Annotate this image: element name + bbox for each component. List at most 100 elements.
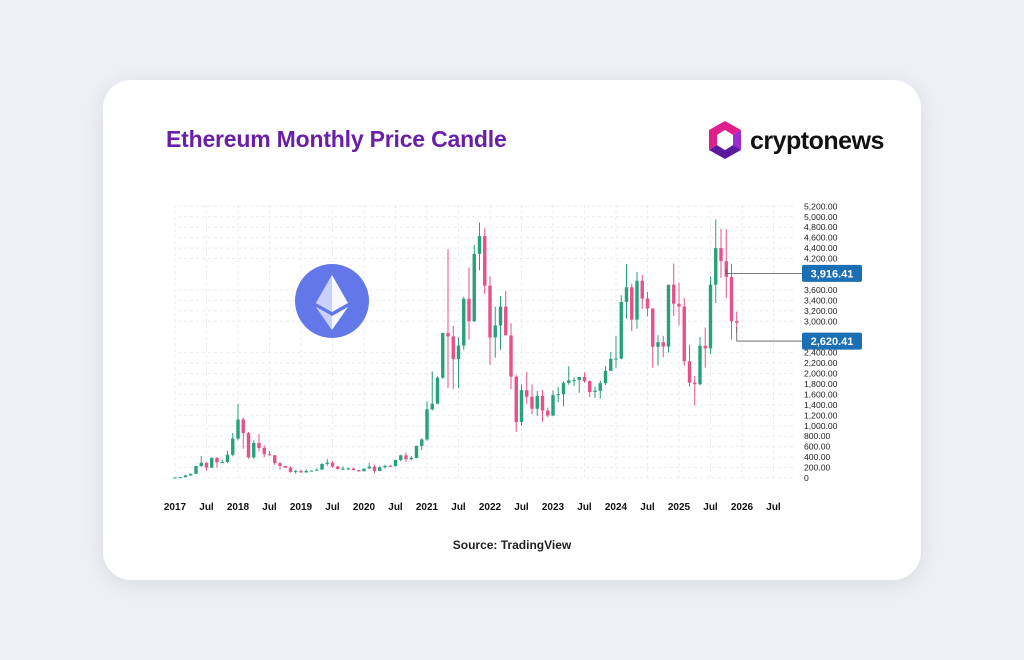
- candle: [404, 452, 408, 462]
- candle-body: [614, 358, 618, 360]
- x-tick-label: Jul: [766, 502, 781, 513]
- x-tick-label: 2021: [416, 502, 439, 513]
- candle: [672, 263, 676, 317]
- x-tick-label: Jul: [325, 502, 340, 513]
- candle: [693, 376, 697, 406]
- candle: [446, 249, 450, 389]
- candle-body: [693, 382, 697, 385]
- candle-body: [309, 470, 314, 472]
- candle: [273, 455, 277, 465]
- candle-body: [189, 473, 193, 476]
- candle-body: [672, 284, 676, 304]
- candle-body: [393, 459, 398, 467]
- candle: [399, 454, 403, 462]
- candle: [598, 380, 602, 399]
- x-tick-label: Jul: [703, 502, 718, 513]
- y-tick-label: 5,000.00: [804, 212, 838, 222]
- candle-body: [714, 248, 718, 285]
- x-tick-label: Jul: [514, 502, 529, 513]
- candle: [624, 264, 629, 319]
- candle: [661, 335, 665, 358]
- x-tick-label: Jul: [451, 502, 466, 513]
- candle-body: [467, 298, 471, 322]
- candle-body: [294, 471, 298, 473]
- candle: [640, 275, 644, 309]
- chart-title: Ethereum Monthly Price Candle: [166, 126, 507, 152]
- candle-body: [535, 395, 539, 409]
- candle: [540, 390, 545, 422]
- candle: [714, 219, 718, 303]
- candle-body: [252, 442, 256, 458]
- candle: [619, 295, 623, 360]
- candle-body: [446, 333, 450, 337]
- candle: [414, 445, 419, 459]
- candle-body: [173, 477, 177, 479]
- candle-body: [561, 382, 566, 395]
- price-label: 3,916.41: [725, 264, 862, 282]
- y-tick-label: 4,600.00: [804, 233, 838, 243]
- chart-card: Ethereum Monthly Price Candle cryptonews…: [103, 80, 921, 580]
- x-tick-label: 2018: [227, 502, 250, 513]
- candle: [252, 440, 256, 459]
- y-tick-label: 1,600.00: [804, 389, 838, 399]
- candle: [199, 456, 203, 468]
- candle-body: [719, 248, 723, 262]
- candle: [630, 283, 634, 332]
- candle: [362, 468, 366, 472]
- candle: [420, 438, 424, 451]
- candle-body: [729, 276, 734, 322]
- candlestick-chart: 5,200.005,000.004,800.004,600.004,400.00…: [164, 201, 862, 513]
- candle-body: [556, 394, 560, 396]
- candle: [183, 475, 188, 478]
- candle: [456, 336, 461, 389]
- candle: [315, 468, 319, 471]
- candle: [729, 263, 734, 340]
- candle-body: [456, 345, 461, 360]
- y-tick-label: 4,400.00: [804, 243, 838, 253]
- y-tick-label: 0: [804, 473, 809, 483]
- candle-body: [472, 253, 476, 322]
- cryptonews-logo-icon: [709, 121, 741, 159]
- candle: [341, 466, 345, 470]
- candle: [724, 229, 728, 299]
- x-tick-label: Jul: [199, 502, 214, 513]
- candle-body: [519, 390, 524, 423]
- y-tick-label: 3,600.00: [804, 285, 838, 295]
- source-caption: Source: TradingView: [452, 538, 572, 552]
- candle-body: [430, 403, 434, 410]
- price-label-text: 2,620.41: [811, 336, 854, 348]
- x-tick-label: 2017: [164, 502, 187, 513]
- candle: [535, 391, 539, 416]
- candle: [346, 467, 350, 470]
- candle: [561, 381, 566, 407]
- candle: [178, 477, 182, 479]
- candle-body: [414, 445, 419, 458]
- candle-body: [215, 457, 219, 463]
- y-axis: 5,200.005,000.004,800.004,600.004,400.00…: [804, 201, 838, 483]
- candle: [666, 284, 671, 353]
- candle-body: [483, 236, 487, 286]
- candle: [530, 384, 534, 415]
- candle: [703, 327, 707, 368]
- x-tick-label: 2025: [668, 502, 691, 513]
- candle-body: [630, 287, 634, 320]
- x-tick-label: 2023: [542, 502, 565, 513]
- candle-body: [278, 463, 282, 466]
- candle-body: [514, 376, 518, 423]
- candle-body: [651, 308, 655, 347]
- candle-body: [341, 468, 345, 470]
- brand-logo: cryptonews: [705, 120, 885, 162]
- candle-body: [404, 455, 408, 460]
- candle-body: [661, 342, 665, 347]
- candle: [309, 470, 314, 472]
- x-tick-label: 2020: [353, 502, 376, 513]
- price-label: 2,620.41: [736, 327, 862, 350]
- candle: [567, 366, 571, 385]
- candle-body: [225, 454, 230, 463]
- candle: [425, 401, 429, 441]
- candle-body: [183, 475, 188, 478]
- candle-body: [593, 390, 597, 393]
- candle-body: [635, 280, 639, 320]
- candle-body: [299, 471, 303, 473]
- candle-body: [645, 298, 650, 309]
